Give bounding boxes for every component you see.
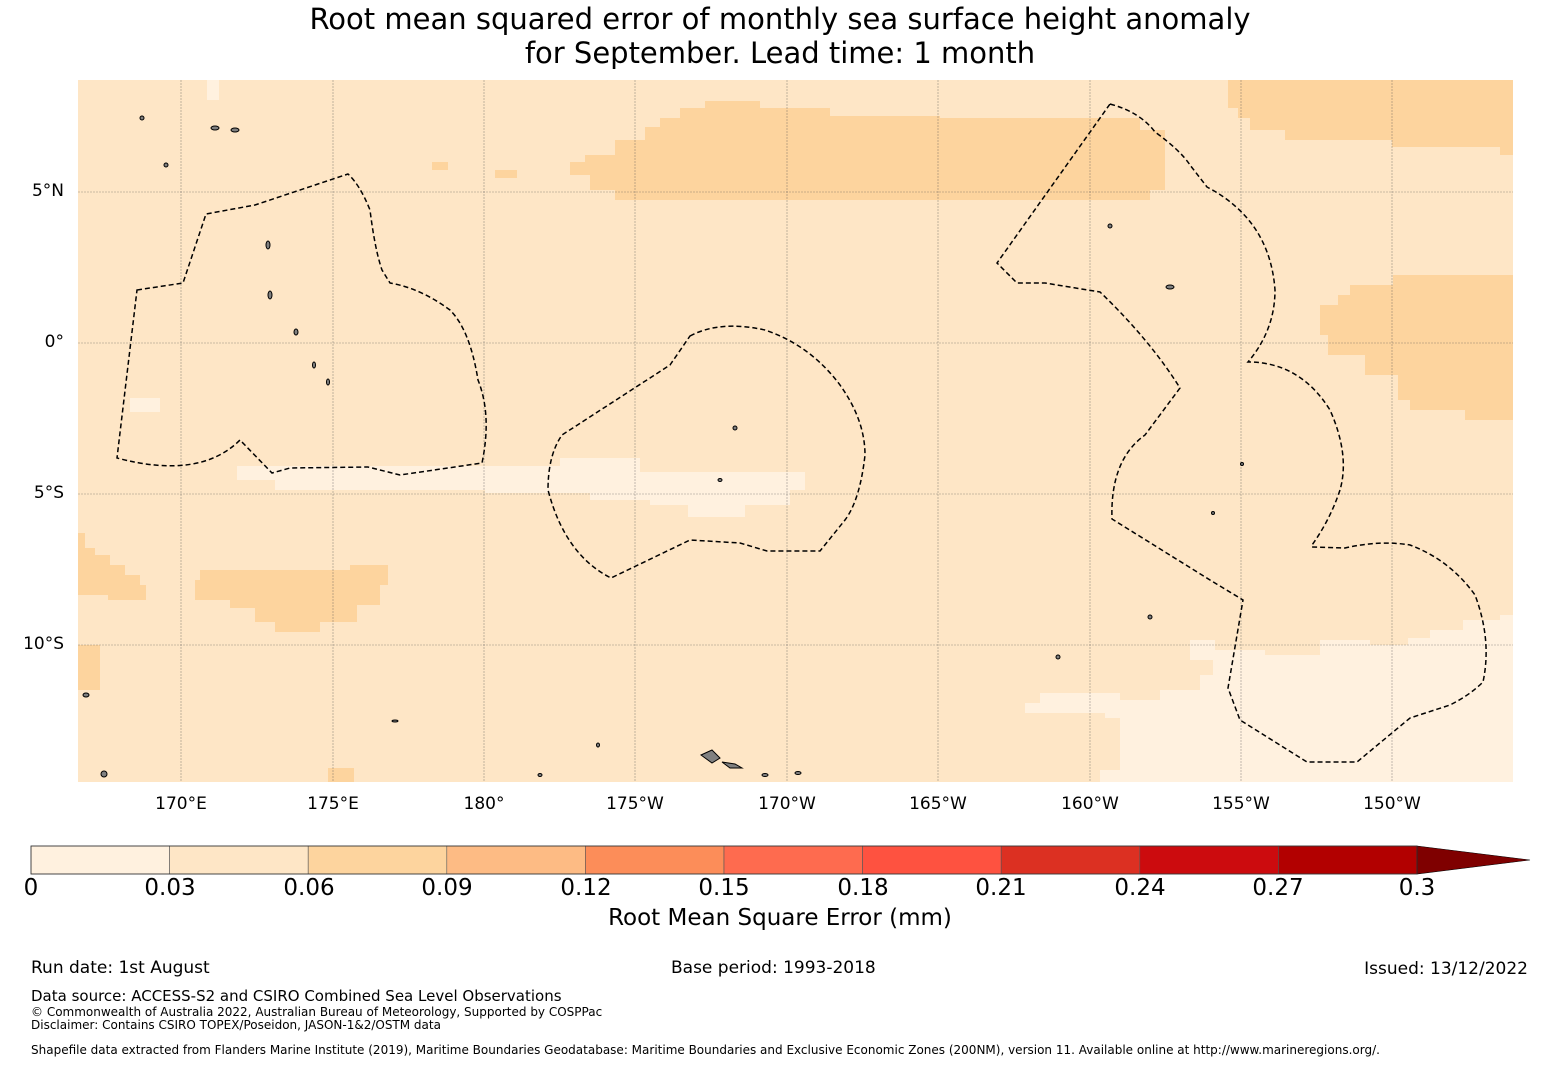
rmse-map [78,80,1513,782]
colorbar-segment [446,845,586,875]
colorbar-tick: 0.06 [283,875,335,901]
colorbar-segment [723,845,863,875]
islet [139,115,145,121]
colorbar-segment [1000,845,1141,875]
colorbar-segment [1139,845,1279,875]
issued-date: Issued: 13/12/2022 [1364,959,1528,979]
islet [267,290,273,300]
colorbar-label: Root Mean Square Error (mm) [608,905,952,931]
islet [1147,614,1153,620]
colorbar-tick: 0.27 [1252,875,1304,901]
southwest-patch [195,565,388,632]
islet [537,773,543,777]
title-line-2: for September. Lead time: 1 month [524,36,1036,70]
data-source: Data source: ACCESS-S2 and CSIRO Combine… [31,987,562,1005]
base-period: Base period: 1993-2018 [671,958,876,978]
shapefile-credit: Shapefile data extracted from Flanders M… [31,1043,1380,1057]
islet [1165,284,1175,290]
lon-label-165w: 165°W [909,794,967,814]
lon-label-155w: 155°W [1212,794,1270,814]
lat-label-0: 0° [44,332,64,352]
colorbar-tick: 0.24 [1114,875,1166,901]
equatorial-band [237,458,805,517]
northeast-patch [1228,80,1513,155]
east-patch [1320,275,1513,420]
maritime-boundaries [116,103,1487,763]
islet [732,425,738,431]
colorbar-tick: 0.15 [698,875,750,901]
islet [265,240,271,250]
islet [761,773,769,777]
lon-label-160w: 160°W [1061,794,1119,814]
islet [1240,462,1244,466]
lon-label-150w: 150°W [1363,794,1421,814]
lon-label-180: 180° [463,794,505,814]
islet [1211,511,1215,515]
islet [100,770,108,778]
samoa-island-2 [721,761,744,769]
colorbar-tick: 0 [23,875,39,901]
lat-label-5s: 5°S [33,483,64,503]
lon-label-170e: 170°E [155,794,207,814]
small-patch-1 [432,162,448,170]
west-edge-patch [78,533,146,600]
tokelau-eez [547,325,866,579]
colorbar-segment [862,845,1002,875]
islet [794,771,802,775]
run-date: Run date: 1st August [31,958,210,978]
islands [82,115,1244,778]
colorbar-tick: 0.18 [837,875,889,901]
west-edge-patch-2 [78,645,100,690]
chart-title: Root mean squared error of monthly sea s… [0,2,1560,70]
tiny-low-patch [207,80,219,100]
colorbar-segment [169,845,309,875]
samoa-island-1 [700,749,721,764]
small-low-patch [130,398,160,412]
colorbar-segment [307,845,448,875]
islet [326,378,330,386]
disclaimer: Disclaimer: Contains CSIRO TOPEX/Poseido… [31,1018,441,1032]
islet [82,692,90,698]
colorbar-tick: 0.21 [975,875,1027,901]
colorbar-tick: 0.03 [144,875,196,901]
islet [717,478,723,482]
islet [391,719,399,723]
colorbar-segment [585,845,725,875]
colorbar-segment [1278,845,1418,875]
small-patch-2 [495,170,517,178]
lat-label-10s: 10°S [23,634,64,654]
low-error-regions [130,80,1513,782]
lon-label-175w: 175°W [606,794,664,814]
islet [1055,654,1061,660]
copyright: © Commonwealth of Australia 2022, Austra… [31,1005,603,1019]
title-line-1: Root mean squared error of monthly sea s… [309,2,1251,36]
lon-label-175e: 175°E [307,794,359,814]
colorbar-extend-arrow [1416,845,1531,875]
islet [230,127,240,133]
colorbar-segment [30,845,170,875]
islet [1107,223,1113,229]
islet [312,361,316,369]
lat-label-5n: 5°N [31,181,64,201]
colorbar-tick: 0.09 [421,875,473,901]
islet [163,162,169,168]
gridlines [78,80,1513,782]
small-patch-3 [328,768,354,782]
lon-label-170w: 170°W [758,794,816,814]
colorbar-segments [30,845,1418,875]
north-central-patch [570,101,1165,200]
colorbar-tick: 0.12 [560,875,612,901]
colorbar-tick: 0.3 [1398,875,1436,901]
kiribati-line-eez [996,103,1487,763]
southeast-low-patch [1025,615,1513,782]
mid-error-regions [78,80,1513,782]
islet [210,125,220,131]
islet [293,328,299,336]
colorbar-outline [30,845,1418,875]
islet [596,742,600,748]
